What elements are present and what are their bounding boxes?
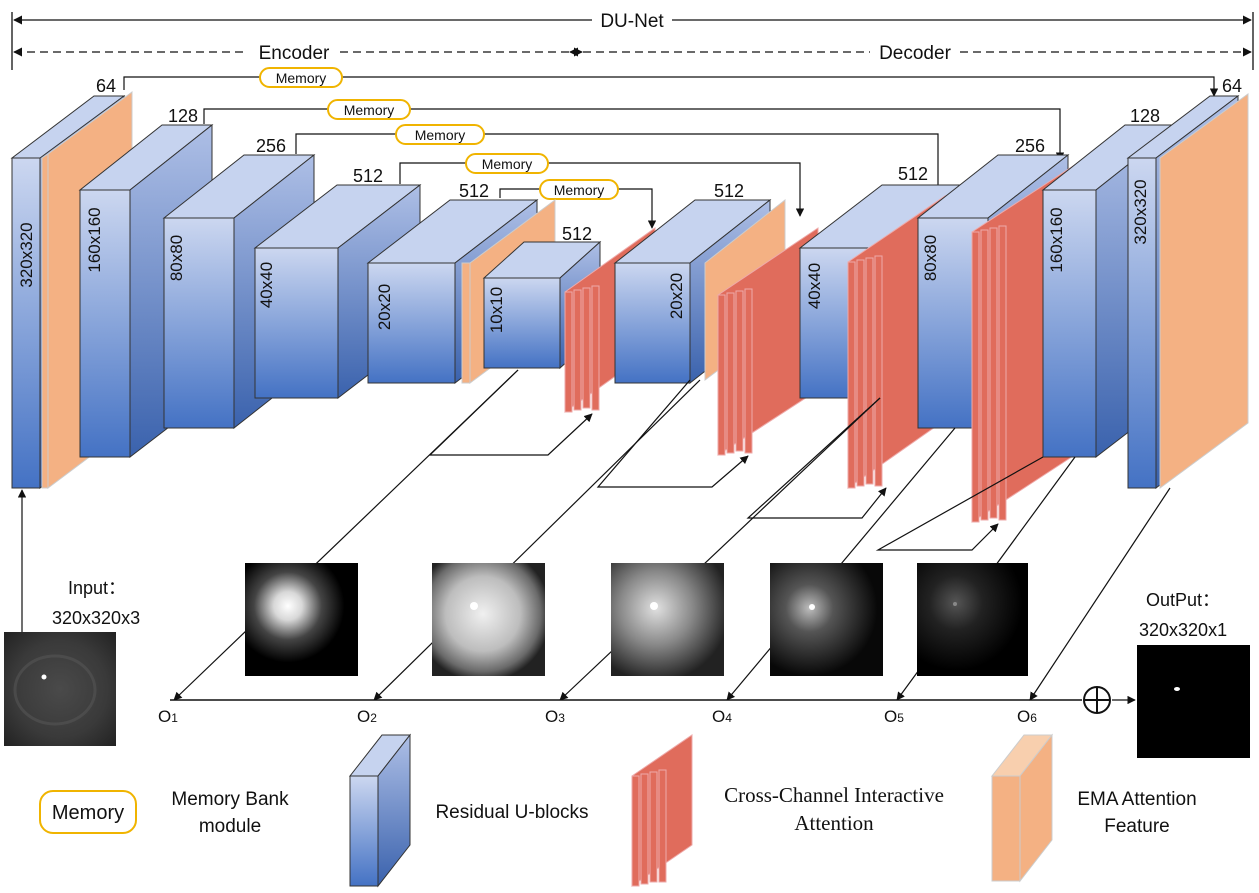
svg-text:Memory: Memory bbox=[52, 802, 124, 824]
svg-text:512: 512 bbox=[898, 164, 928, 184]
legend-residual-text: Residual U-blocks bbox=[435, 802, 588, 823]
svg-text:Memory: Memory bbox=[344, 102, 395, 118]
legend-ema-text-2: Feature bbox=[1104, 816, 1169, 837]
decoder-block-1 bbox=[1126, 93, 1249, 490]
channel-labels: 64 128 256 512 512 512 512 512 256 128 6… bbox=[96, 76, 1242, 244]
svg-text:128: 128 bbox=[1130, 106, 1160, 126]
svg-text:512: 512 bbox=[714, 181, 744, 201]
svg-text:512: 512 bbox=[459, 181, 489, 201]
svg-text:O1: O1 bbox=[158, 707, 178, 726]
side-output-labels: O1 O2 O3 O4 O5 O6 bbox=[158, 707, 1037, 726]
svg-text:Memory: Memory bbox=[554, 182, 605, 198]
legend-ema-block bbox=[990, 733, 1054, 883]
header-arrows bbox=[11, 12, 1254, 70]
legend-memory-text-2: module bbox=[199, 816, 261, 837]
legend-ema-text-1: EMA Attention bbox=[1077, 789, 1196, 810]
input-image bbox=[4, 632, 116, 746]
svg-text:40x40: 40x40 bbox=[805, 263, 824, 309]
svg-text:160x160: 160x160 bbox=[85, 207, 104, 272]
legend-ccia-block bbox=[631, 734, 693, 887]
memory-tag-3: Memory bbox=[395, 124, 485, 145]
svg-text:40x40: 40x40 bbox=[257, 262, 276, 308]
input-size: 320x320x3 bbox=[52, 608, 140, 628]
memory-tag-4: Memory bbox=[465, 153, 549, 174]
svg-text:Memory: Memory bbox=[415, 127, 466, 143]
legend-residual-block bbox=[348, 733, 412, 888]
memory-tag-5: Memory bbox=[539, 179, 619, 200]
svg-text:512: 512 bbox=[353, 166, 383, 186]
svg-text:80x80: 80x80 bbox=[167, 235, 186, 281]
svg-text:160x160: 160x160 bbox=[1047, 207, 1066, 272]
saliency-map-1 bbox=[245, 563, 358, 676]
encoder-label: Encoder bbox=[259, 43, 330, 64]
saliency-map-2 bbox=[432, 563, 545, 676]
svg-text:Memory: Memory bbox=[276, 70, 327, 86]
svg-text:O2: O2 bbox=[357, 707, 377, 726]
svg-text:10x10: 10x10 bbox=[487, 287, 506, 333]
output-size: 320x320x1 bbox=[1139, 620, 1227, 640]
memory-tag-1: Memory bbox=[259, 67, 343, 88]
svg-text:Memory: Memory bbox=[482, 156, 533, 172]
legend: Memory Memory Bank module Residual U-blo… bbox=[39, 733, 1197, 888]
svg-text:O4: O4 bbox=[712, 707, 732, 726]
legend-ccia-text-2: Attention bbox=[794, 811, 874, 835]
saliency-map-4 bbox=[770, 563, 883, 676]
svg-text:256: 256 bbox=[256, 136, 286, 156]
svg-text:256: 256 bbox=[1015, 136, 1045, 156]
svg-text:80x80: 80x80 bbox=[921, 235, 940, 281]
upsample-arrows bbox=[428, 369, 1044, 551]
svg-text:20x20: 20x20 bbox=[375, 284, 394, 330]
legend-memory-tag: Memory bbox=[39, 790, 137, 834]
ccia-block-2 bbox=[717, 227, 819, 456]
output-image bbox=[1137, 645, 1250, 758]
svg-text:O6: O6 bbox=[1017, 707, 1037, 726]
svg-text:128: 128 bbox=[168, 106, 198, 126]
memory-skip-lines bbox=[123, 76, 1219, 229]
svg-text:512: 512 bbox=[562, 224, 592, 244]
diagram-title: DU-Net bbox=[600, 11, 664, 32]
output-label: OutPut： bbox=[1146, 590, 1220, 610]
input-label: Input： bbox=[68, 578, 126, 598]
size-labels: 320x320 160x160 80x80 40x40 20x20 10x10 … bbox=[17, 179, 1150, 333]
svg-text:320x320: 320x320 bbox=[17, 222, 36, 287]
svg-text:O5: O5 bbox=[884, 707, 904, 726]
fusion-plus-icon bbox=[1083, 686, 1111, 714]
side-output-arrows bbox=[17, 369, 1171, 705]
svg-text:O3: O3 bbox=[545, 707, 565, 726]
legend-memory-text-1: Memory Bank bbox=[171, 789, 289, 810]
svg-text:64: 64 bbox=[1222, 76, 1242, 96]
svg-text:64: 64 bbox=[96, 76, 116, 96]
svg-text:320x320: 320x320 bbox=[1131, 179, 1150, 244]
legend-ccia-text-1: Cross-Channel Interactive bbox=[724, 783, 944, 807]
saliency-map-3 bbox=[611, 563, 724, 676]
saliency-map-5 bbox=[917, 563, 1028, 676]
memory-tag-2: Memory bbox=[327, 99, 411, 120]
decoder-label: Decoder bbox=[879, 43, 951, 64]
encoder-block-4 bbox=[253, 183, 422, 400]
svg-text:20x20: 20x20 bbox=[667, 273, 686, 319]
